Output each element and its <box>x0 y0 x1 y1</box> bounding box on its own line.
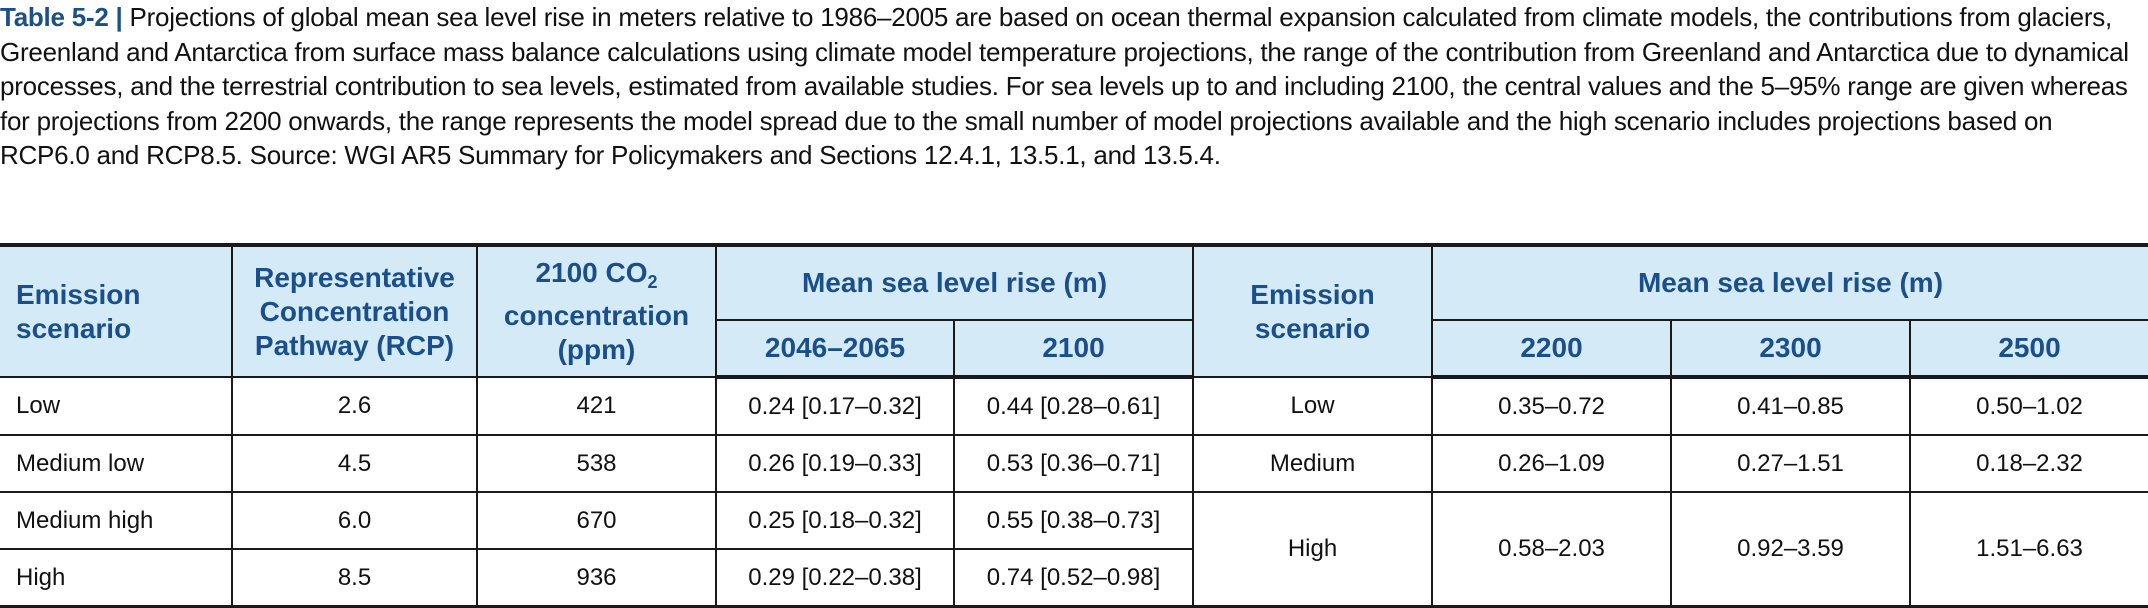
table-row: Medium high 6.0 670 0.25 [0.18–0.32] 0.5… <box>0 491 2148 608</box>
sea-level-table: Emission scenario Representative Concent… <box>0 243 2148 608</box>
header-mean-sea-level-rise-2: Mean sea level rise (m) <box>1431 244 2148 321</box>
cell-co2: 538 <box>476 434 717 493</box>
cell-2300: 0.27–1.51 <box>1670 434 1912 493</box>
cell-2200: 0.26–1.09 <box>1431 434 1673 493</box>
header-emission-scenario-2: Emission scenario <box>1192 244 1434 378</box>
header-2200: 2200 <box>1431 319 1673 379</box>
cell-2100: 0.74 [0.52–0.98] <box>952 548 1194 608</box>
header-mean-sea-level-rise: Mean sea level rise (m) <box>714 244 1195 321</box>
header-2500: 2500 <box>1909 319 2148 379</box>
caption-separator: | <box>115 2 123 32</box>
cell-co2: 936 <box>476 548 717 608</box>
cell-2500: 0.18–2.32 <box>1909 434 2148 493</box>
cell-rcp: 4.5 <box>231 434 478 493</box>
cell-2046-2065: 0.25 [0.18–0.32] <box>715 491 955 550</box>
cell-2100: 0.44 [0.28–0.61] <box>952 376 1195 436</box>
table-row: Low 2.6 421 0.24 [0.17–0.32] 0.44 [0.28–… <box>0 376 2148 436</box>
header-emission-scenario: Emission scenario <box>0 244 233 378</box>
table-label: Table 5-2 <box>0 2 109 32</box>
cell-2046-2065: 0.24 [0.17–0.32] <box>715 376 955 436</box>
cell-2300: 0.41–0.85 <box>1670 376 1912 436</box>
cell-2046-2065: 0.29 [0.22–0.38] <box>715 548 955 608</box>
cell-co2: 670 <box>476 491 717 550</box>
cell-2500: 1.51–6.63 <box>1909 491 2148 608</box>
cell-2300: 0.92–3.59 <box>1670 491 1912 608</box>
header-2046-2065: 2046–2065 <box>716 319 955 379</box>
header-2100: 2100 <box>952 319 1195 379</box>
caption-text: Projections of global mean sea level ris… <box>0 2 2129 170</box>
cell-2200: 0.35–0.72 <box>1431 376 1673 436</box>
cell-2046-2065: 0.26 [0.19–0.33] <box>715 434 955 493</box>
table-row: Medium low 4.5 538 0.26 [0.19–0.33] 0.53… <box>0 434 2148 493</box>
header-co2: 2100 CO2 concentration (ppm) <box>476 244 717 378</box>
cell-2200: 0.58–2.03 <box>1431 491 1673 608</box>
cell-scenario-long: Low <box>1192 376 1434 436</box>
cell-2100: 0.55 [0.38–0.73] <box>952 491 1195 550</box>
cell-2500: 0.50–1.02 <box>1909 376 2148 436</box>
cell-scenario: Medium high <box>0 491 233 550</box>
header-2300: 2300 <box>1670 319 1912 379</box>
cell-scenario-long: High <box>1192 491 1434 608</box>
cell-scenario: High <box>0 548 233 608</box>
header-co2-pre: 2100 CO <box>535 257 648 288</box>
cell-co2: 421 <box>476 376 717 436</box>
cell-rcp: 6.0 <box>231 491 478 550</box>
header-rcp: Representative Concentration Pathway (RC… <box>231 244 478 378</box>
cell-rcp: 8.5 <box>231 548 478 608</box>
table-caption: Table 5-2 | Projections of global mean s… <box>0 0 2148 173</box>
cell-rcp: 2.6 <box>231 376 478 436</box>
cell-scenario: Low <box>0 376 233 436</box>
header-co2-sub: 2 <box>647 272 658 292</box>
table-row: High 8.5 936 0.29 [0.22–0.38] 0.74 [0.52… <box>0 548 2148 608</box>
cell-scenario-long: Medium <box>1192 434 1434 493</box>
cell-2100: 0.53 [0.36–0.71] <box>952 434 1195 493</box>
cell-scenario: Medium low <box>0 434 233 493</box>
header-co2-post: concentration (ppm) <box>503 300 690 365</box>
